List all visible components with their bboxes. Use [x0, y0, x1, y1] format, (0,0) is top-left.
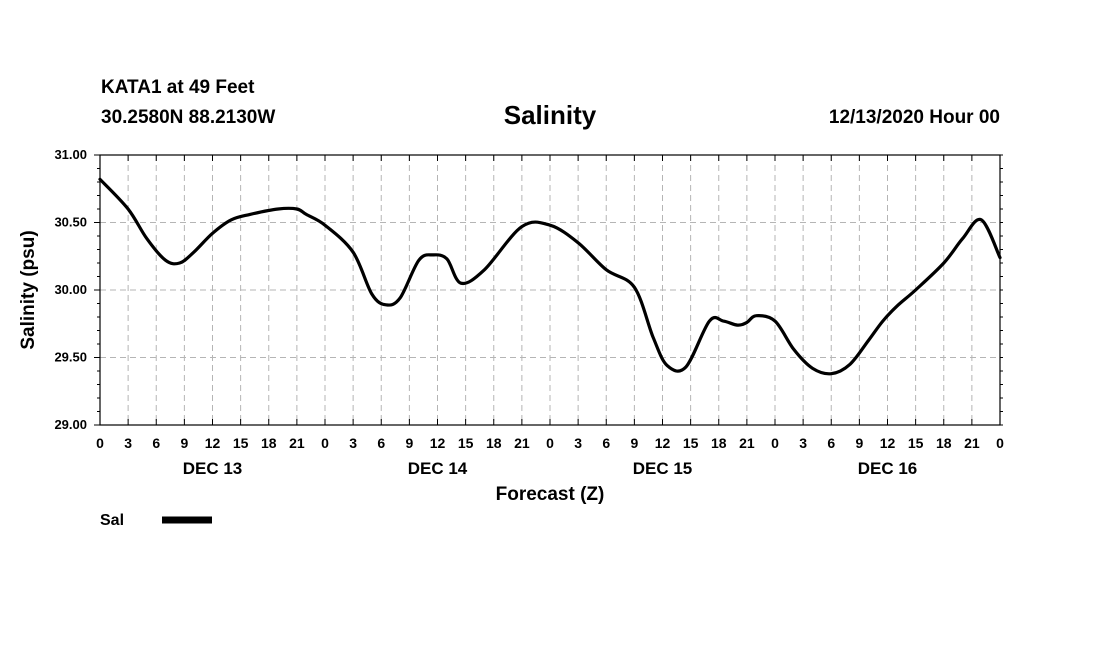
x-tick-label: 9: [630, 435, 638, 451]
x-axis-label: Forecast (Z): [496, 484, 605, 505]
x-tick-label: 0: [771, 435, 779, 451]
x-tick-label: 9: [405, 435, 413, 451]
datetime-label: 12/13/2020 Hour 00: [828, 107, 1000, 128]
coordinates-label: 30.2580N 88.2130W: [101, 107, 276, 128]
day-label: DEC 13: [183, 459, 243, 478]
y-tick-label: 31.00: [54, 147, 87, 162]
x-tick-label: 18: [711, 435, 727, 451]
x-tick-label: 3: [574, 435, 582, 451]
x-tick-label: 0: [321, 435, 329, 451]
legend-label: Sal: [100, 512, 124, 529]
x-tick-label: 15: [908, 435, 924, 451]
x-tick-label: 21: [964, 435, 980, 451]
x-tick-label: 12: [430, 435, 446, 451]
station-label: KATA1 at 49 Feet: [101, 77, 255, 98]
x-tick-label: 18: [486, 435, 502, 451]
x-tick-label: 21: [289, 435, 305, 451]
x-tick-label: 3: [124, 435, 132, 451]
day-label: DEC 14: [408, 459, 468, 478]
x-tick-label: 15: [233, 435, 249, 451]
y-tick-label: 29.50: [54, 350, 87, 365]
x-tick-label: 9: [855, 435, 863, 451]
day-label: DEC 16: [858, 459, 918, 478]
series-layer: [98, 177, 1002, 376]
x-tick-label: 12: [655, 435, 671, 451]
day-label: DEC 15: [633, 459, 693, 478]
x-tick-label: 12: [205, 435, 221, 451]
x-tick-label: 18: [936, 435, 952, 451]
y-axis-label: Salinity (psu): [18, 230, 39, 349]
x-tick-label: 0: [996, 435, 1004, 451]
series-line-sal: [98, 177, 1002, 376]
x-tick-label: 21: [739, 435, 755, 451]
x-tick-label: 21: [514, 435, 530, 451]
legend: Sal: [100, 512, 212, 529]
x-tick-label: 0: [96, 435, 104, 451]
x-tick-label: 15: [683, 435, 699, 451]
x-tick-label: 6: [602, 435, 610, 451]
x-tick-label: 0: [546, 435, 554, 451]
x-tick-label: 6: [152, 435, 160, 451]
y-tick-label: 30.00: [54, 282, 87, 297]
y-tick-label: 29.00: [54, 417, 87, 432]
plot-frame: [99, 154, 1001, 426]
x-tick-label: 12: [880, 435, 896, 451]
grid-lines: [100, 155, 1000, 425]
x-tick-label: 15: [458, 435, 474, 451]
chart-title: Salinity: [503, 100, 597, 130]
x-tick-label: 3: [349, 435, 357, 451]
x-tick-label: 6: [377, 435, 385, 451]
axis-labels: 0 3 6 9 12 15 18 21 0 3 6 9 12 15 18 21 0 3 6 9 12 15 18 21 0 3 6 9…: [54, 147, 1004, 478]
y-tick-label: 30.50: [54, 215, 87, 230]
x-tick-label: 9: [180, 435, 188, 451]
x-tick-label: 3: [799, 435, 807, 451]
x-tick-label: 6: [827, 435, 835, 451]
x-tick-label: 18: [261, 435, 277, 451]
